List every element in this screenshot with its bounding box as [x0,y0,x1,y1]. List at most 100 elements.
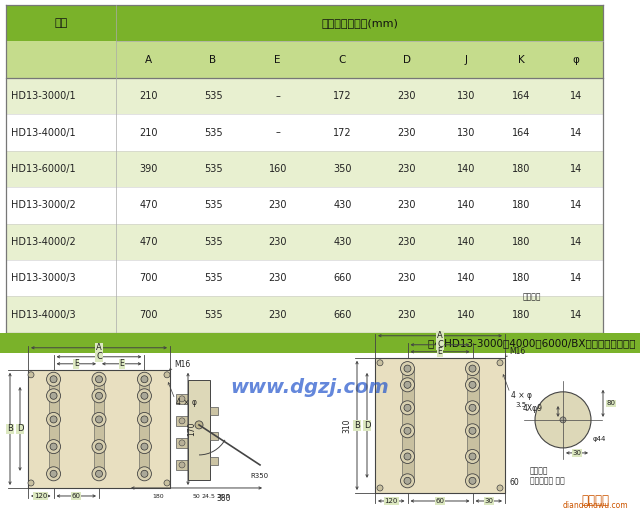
Text: 180: 180 [512,237,530,247]
Circle shape [95,376,102,383]
Text: 30: 30 [484,498,493,504]
Text: 230: 230 [268,273,287,283]
Text: A: A [145,55,152,65]
Bar [180,260,245,296]
Circle shape [404,478,411,484]
Text: 4 × φ: 4 × φ [176,398,197,407]
Circle shape [404,382,411,388]
Text: D: D [403,55,411,65]
Circle shape [141,470,148,478]
Bar [374,224,439,260]
Circle shape [179,418,185,424]
Circle shape [401,474,415,488]
Text: φ44: φ44 [593,436,606,442]
Text: 14: 14 [570,200,582,210]
Text: M16: M16 [174,360,190,369]
Circle shape [47,412,61,426]
Circle shape [377,485,383,491]
Text: 140: 140 [457,164,476,174]
Text: C: C [437,340,443,350]
Bar [467,369,479,385]
Circle shape [138,412,152,426]
Bar [140,447,150,474]
Bar [374,151,439,187]
Text: 230: 230 [397,128,416,138]
Circle shape [401,362,415,375]
Circle shape [195,421,203,429]
Circle shape [92,372,106,386]
Bar [180,78,245,114]
Bar [401,431,413,457]
Bar [176,416,188,426]
Text: 3.5: 3.5 [516,402,527,408]
Text: 170: 170 [188,422,196,436]
Text: 120: 120 [385,498,398,504]
Text: 535: 535 [204,309,222,320]
Circle shape [28,480,34,486]
Bar [439,114,493,151]
Circle shape [401,401,415,415]
Text: 230: 230 [397,200,416,210]
Bar [180,114,245,151]
Text: K: K [518,55,524,65]
Text: 180: 180 [512,273,530,283]
Circle shape [469,365,476,372]
Circle shape [141,443,148,450]
Bar [245,151,310,187]
Bar [49,447,59,474]
Text: 130: 130 [457,91,476,101]
Text: E: E [74,359,79,368]
Bar [94,396,104,420]
Text: –: – [275,91,280,101]
Bar [116,296,180,333]
Bar [310,114,374,151]
Circle shape [92,389,106,403]
Text: HD13-3000/1: HD13-3000/1 [12,91,76,101]
Circle shape [92,467,106,481]
Circle shape [138,372,152,386]
Bar [467,431,479,457]
Bar [548,114,603,151]
Text: 14: 14 [570,91,582,101]
Text: diangongwu.com: diangongwu.com [562,501,628,508]
Text: 120: 120 [34,493,47,499]
Circle shape [465,450,479,463]
Bar [245,260,310,296]
Text: A: A [437,331,443,340]
Bar [548,187,603,224]
Text: 180: 180 [152,494,164,499]
Text: 230: 230 [397,91,416,101]
Circle shape [50,376,57,383]
Text: 164: 164 [512,128,530,138]
Text: HD13-4000/1: HD13-4000/1 [12,128,76,138]
Bar [493,78,548,114]
Bar [548,78,603,114]
Text: 14: 14 [570,128,582,138]
Text: 60: 60 [510,479,520,488]
Text: 535: 535 [204,273,222,283]
Text: D: D [364,421,371,430]
Bar [467,385,479,408]
Bar [439,78,493,114]
Circle shape [179,462,185,468]
Text: 535: 535 [204,91,222,101]
Text: 172: 172 [333,91,351,101]
Circle shape [164,480,170,486]
Bar [94,447,104,474]
Circle shape [50,443,57,450]
Bar [310,42,374,78]
Circle shape [47,439,61,454]
Text: 230: 230 [268,309,287,320]
Bar [188,380,210,480]
Bar [310,78,374,114]
Text: 60: 60 [72,493,81,499]
Circle shape [469,453,476,460]
Bar [374,114,439,151]
Bar [116,78,180,114]
Bar [493,224,548,260]
Circle shape [92,439,106,454]
Text: 700: 700 [140,309,157,320]
Circle shape [404,427,411,434]
Text: C: C [339,55,346,65]
Circle shape [401,378,415,392]
